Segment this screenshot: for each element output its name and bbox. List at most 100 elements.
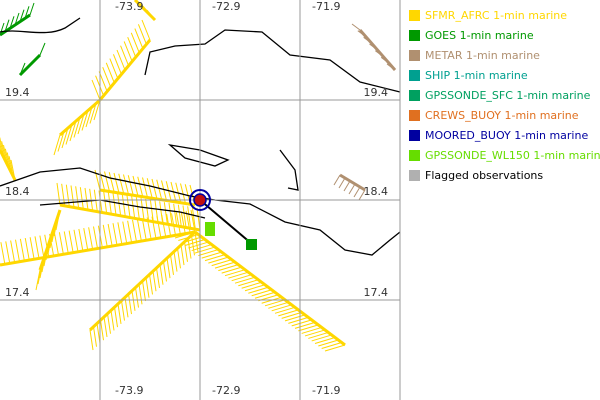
barb [170, 254, 174, 275]
barb [137, 176, 144, 197]
barb [156, 267, 160, 289]
lat-label: 17.4 [364, 286, 389, 299]
barb [174, 231, 196, 239]
barb-track [59, 203, 201, 232]
barb [353, 186, 361, 198]
barb-track [98, 39, 152, 101]
barb [151, 178, 158, 200]
barb [288, 316, 309, 324]
barb [248, 286, 269, 294]
legend-label: GPSSONDE_SFC 1-min marine [425, 89, 591, 102]
barb [271, 304, 292, 312]
barb [107, 192, 112, 215]
legend-swatch [409, 170, 420, 181]
barb [113, 172, 120, 194]
barb [194, 246, 216, 254]
barb [84, 187, 89, 211]
barb [177, 204, 182, 227]
barb [130, 32, 140, 54]
barb [5, 241, 11, 264]
barb [149, 199, 154, 222]
lat-label: 18.4 [5, 185, 30, 198]
barb [73, 117, 81, 138]
barb [126, 195, 131, 218]
barb [108, 172, 115, 193]
barb [112, 192, 117, 216]
barb [166, 258, 171, 279]
barb [138, 284, 143, 305]
barb-track [358, 29, 397, 71]
barb [187, 238, 192, 259]
barb [61, 183, 66, 206]
barb [348, 183, 356, 195]
barb [284, 314, 306, 322]
barb [201, 251, 222, 259]
barb [181, 236, 202, 244]
coastline [39, 199, 206, 219]
barb [83, 228, 89, 251]
barb [89, 329, 94, 351]
barb-track [0, 149, 17, 181]
barb [127, 220, 133, 243]
legend-label: Flagged observations [425, 169, 543, 182]
barb [191, 235, 195, 256]
barb [231, 274, 252, 282]
barb [163, 261, 167, 282]
barb [251, 289, 272, 297]
barb [180, 211, 186, 234]
legend-swatch [409, 90, 420, 101]
legend: SFMR_AFRC 1-min marine GOES 1-min marine M… [409, 9, 600, 182]
barb [117, 193, 122, 216]
barb [57, 131, 65, 152]
barb [124, 297, 129, 318]
barb [238, 279, 259, 287]
barb [298, 324, 319, 332]
barb [81, 110, 89, 131]
barb [39, 42, 46, 56]
barb-track [18, 53, 42, 77]
coastline [279, 149, 299, 191]
barb [188, 241, 209, 249]
barb [109, 58, 119, 79]
barb [163, 202, 168, 225]
barb [136, 218, 142, 242]
coastline [144, 29, 401, 93]
legend-label: SFMR_AFRC 1-min marine [425, 9, 567, 22]
barb [311, 334, 332, 342]
barb-track [194, 230, 346, 347]
barb [69, 120, 77, 142]
barb [142, 177, 148, 198]
coastline [0, 17, 81, 34]
barb [63, 231, 69, 254]
barb [99, 170, 106, 191]
barb [178, 234, 199, 241]
barb [93, 99, 101, 121]
legend-swatch [409, 30, 420, 41]
legend-label: METAR 1-min marine [425, 49, 540, 62]
barb [35, 269, 41, 291]
barb [168, 202, 173, 226]
barb [128, 293, 132, 315]
legend-swatch [409, 10, 420, 21]
barb [65, 124, 73, 145]
barb [127, 175, 134, 196]
barb [77, 113, 85, 135]
legend-label: GOES 1-min marine [425, 29, 534, 42]
barb [15, 239, 20, 262]
barb [78, 228, 84, 252]
barb [29, 237, 35, 260]
barb [177, 248, 181, 269]
barb [131, 290, 136, 311]
grid [0, 0, 401, 400]
barb [159, 264, 164, 285]
barb [112, 54, 122, 75]
barb [54, 233, 59, 256]
barb [73, 229, 79, 252]
barb [146, 178, 153, 199]
barb [274, 306, 296, 314]
barb [112, 223, 118, 246]
barb-track [99, 188, 196, 207]
barb [118, 173, 125, 194]
